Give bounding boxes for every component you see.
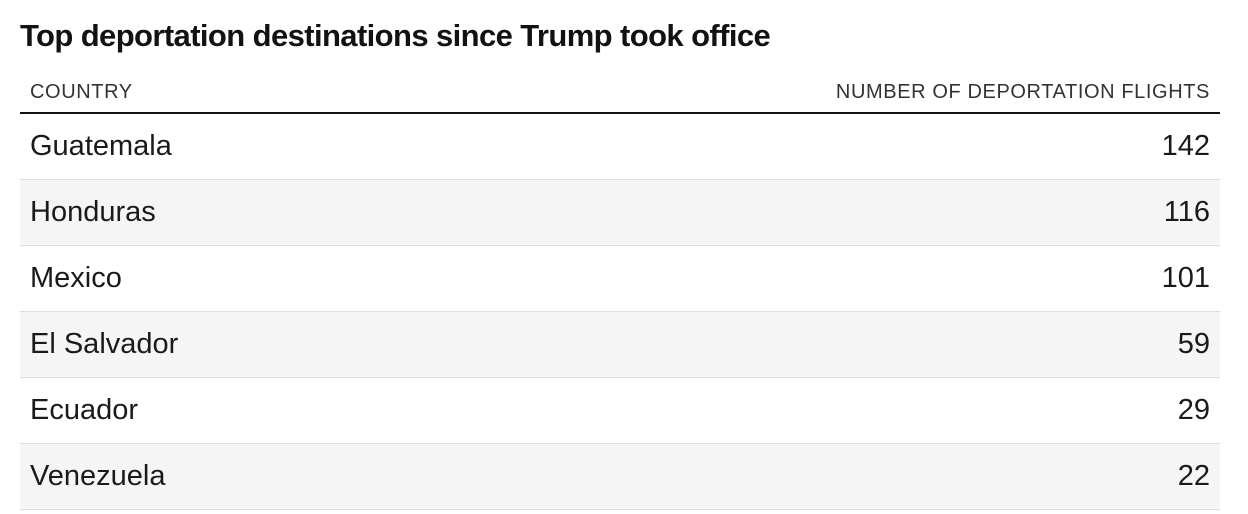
flights-value-cell: 116 (620, 179, 1220, 246)
chart-container: Top deportation destinations since Trump… (20, 0, 1220, 510)
country-cell: Venezuela (20, 443, 620, 510)
table-row: Honduras 116 (20, 179, 1220, 246)
table-header: COUNTRY NUMBER OF DEPORTATION FLIGHTS (20, 72, 1220, 114)
flights-value-cell: 29 (620, 377, 1220, 444)
country-cell: Mexico (20, 245, 620, 312)
flights-value-cell: 22 (620, 443, 1220, 510)
flights-value-cell: 59 (620, 311, 1220, 378)
header-row: COUNTRY NUMBER OF DEPORTATION FLIGHTS (20, 72, 1220, 114)
flights-value-cell: 142 (620, 113, 1220, 180)
column-header-flights: NUMBER OF DEPORTATION FLIGHTS (620, 72, 1220, 114)
column-header-country: COUNTRY (20, 72, 620, 114)
table-row: El Salvador 59 (20, 311, 1220, 378)
country-cell: Guatemala (20, 113, 620, 180)
table-row: Mexico 101 (20, 245, 1220, 312)
chart-title: Top deportation destinations since Trump… (20, 18, 771, 53)
table-row: Venezuela 22 (20, 443, 1220, 510)
table-row: Ecuador 29 (20, 377, 1220, 444)
country-cell: Ecuador (20, 377, 620, 444)
table-body: Guatemala 142 Honduras 116 Mexico 101 El Salva… (20, 113, 1220, 510)
country-cell: El Salvador (20, 311, 620, 378)
country-cell: Honduras (20, 179, 620, 246)
table-row: Guatemala 142 (20, 113, 1220, 180)
data-table: COUNTRY NUMBER OF DEPORTATION FLIGHTS Gu… (20, 72, 1220, 510)
flights-value-cell: 101 (620, 245, 1220, 312)
